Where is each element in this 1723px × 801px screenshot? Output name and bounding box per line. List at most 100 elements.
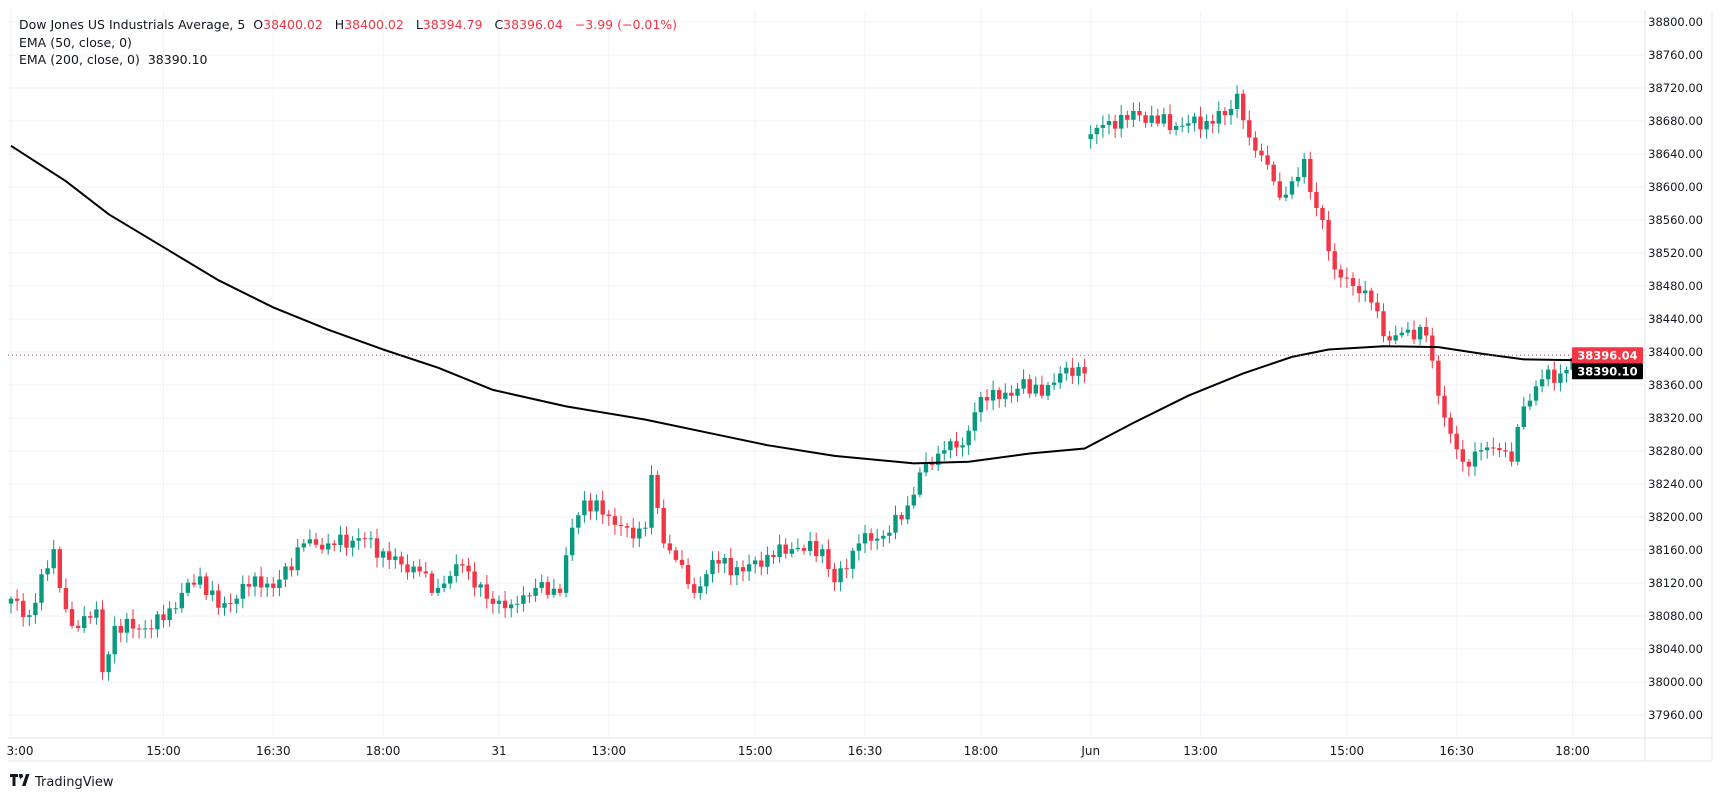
candle-body: [673, 550, 679, 560]
candle-body: [39, 574, 44, 603]
candle: [368, 531, 374, 549]
candle: [1320, 204, 1325, 229]
candle: [417, 559, 422, 577]
candle: [716, 551, 721, 573]
candle-body: [21, 600, 26, 617]
price-tags: 38396.04 38390.10: [1572, 347, 1643, 380]
time-tick-label: 16:30: [848, 744, 883, 758]
candle-body: [234, 598, 239, 604]
candle: [875, 528, 880, 550]
candle: [1314, 182, 1319, 217]
candle: [51, 539, 56, 575]
candle-body: [789, 549, 794, 554]
tradingview-brand[interactable]: TradingView: [10, 774, 114, 790]
candle-body: [478, 584, 483, 588]
candle: [234, 594, 239, 613]
price-tick-label: 38200.00: [1648, 510, 1703, 524]
candle: [8, 596, 14, 614]
candle: [118, 618, 123, 643]
candle-body: [258, 576, 264, 588]
candle-body: [338, 534, 343, 546]
candle-body: [289, 566, 294, 571]
candle-body: [1039, 384, 1045, 396]
candle: [1295, 167, 1301, 187]
candle-body: [368, 538, 374, 540]
candle-body: [1302, 158, 1307, 177]
candle-body: [966, 430, 971, 446]
candle-body: [1387, 336, 1392, 341]
candle-body: [868, 533, 874, 541]
candle: [722, 553, 727, 574]
candle-body: [350, 540, 355, 548]
candle-body: [801, 548, 807, 551]
candle-body: [100, 609, 105, 673]
candle-body: [496, 600, 502, 604]
candle: [1308, 151, 1313, 200]
candle: [759, 551, 764, 576]
candle-body: [533, 587, 538, 596]
candle-body: [1210, 121, 1215, 124]
candle: [942, 440, 947, 461]
legend-ema50[interactable]: EMA (50, close, 0): [19, 34, 132, 50]
candle: [441, 575, 447, 593]
candle: [1546, 364, 1551, 387]
candle: [112, 616, 117, 664]
candle: [1173, 121, 1179, 136]
candle-body: [82, 616, 87, 629]
candle-body: [1338, 269, 1343, 278]
candle: [1466, 458, 1472, 477]
candle: [246, 575, 252, 597]
candle-body: [405, 564, 410, 573]
candle: [319, 537, 325, 554]
candle-body: [990, 389, 996, 401]
candle-body: [551, 588, 557, 595]
candle-body: [978, 397, 984, 413]
candle-body: [710, 559, 715, 575]
price-tick-label: 38120.00: [1648, 576, 1703, 590]
candle: [57, 546, 62, 593]
candle: [210, 580, 215, 602]
candle: [1436, 355, 1441, 405]
legend-ema200[interactable]: EMA (200, close, 0) 38390.10: [19, 51, 681, 69]
candle: [533, 578, 538, 602]
candle-body: [149, 628, 154, 630]
candle: [307, 529, 313, 547]
candle-body: [356, 538, 361, 541]
time-tick-label: 16:30: [256, 744, 291, 758]
candle-body: [423, 571, 428, 574]
candle: [1241, 89, 1246, 129]
candle: [173, 602, 178, 614]
candle-body: [698, 586, 703, 593]
candle: [838, 561, 843, 592]
candle-body: [1271, 164, 1276, 182]
candle: [881, 530, 886, 547]
price-axis[interactable]: 38800.00 38760.00 38720.00 38680.00 38640.00…: [1648, 15, 1703, 722]
candle-body: [740, 567, 746, 572]
candle-body: [1478, 450, 1484, 452]
candle: [997, 387, 1002, 408]
high-label: H: [334, 17, 345, 32]
candle: [27, 609, 32, 627]
low-label: L: [415, 17, 423, 32]
high-value: 38400.02: [344, 17, 404, 32]
candle-body: [387, 551, 392, 560]
price-tick-label: 38160.00: [1648, 543, 1703, 557]
candle: [1192, 112, 1197, 132]
candle: [765, 546, 770, 575]
candle-body: [277, 579, 282, 588]
candle: [545, 576, 550, 599]
candle-body: [1503, 450, 1508, 452]
candle-body: [1204, 121, 1209, 130]
candle-body: [570, 527, 575, 556]
candle-body: [130, 618, 136, 629]
candle: [405, 554, 410, 580]
ema200-line: [10, 144, 1579, 465]
candle-body: [33, 602, 38, 616]
candle-body: [393, 556, 398, 560]
candle-body: [862, 533, 868, 544]
candle: [649, 465, 654, 535]
candle-body: [527, 595, 532, 597]
candle: [1112, 114, 1118, 138]
time-axis[interactable]: 3:00 15:00 16:30 18:00 31 13:00 15:00 16:30 18:0…: [7, 744, 1590, 758]
